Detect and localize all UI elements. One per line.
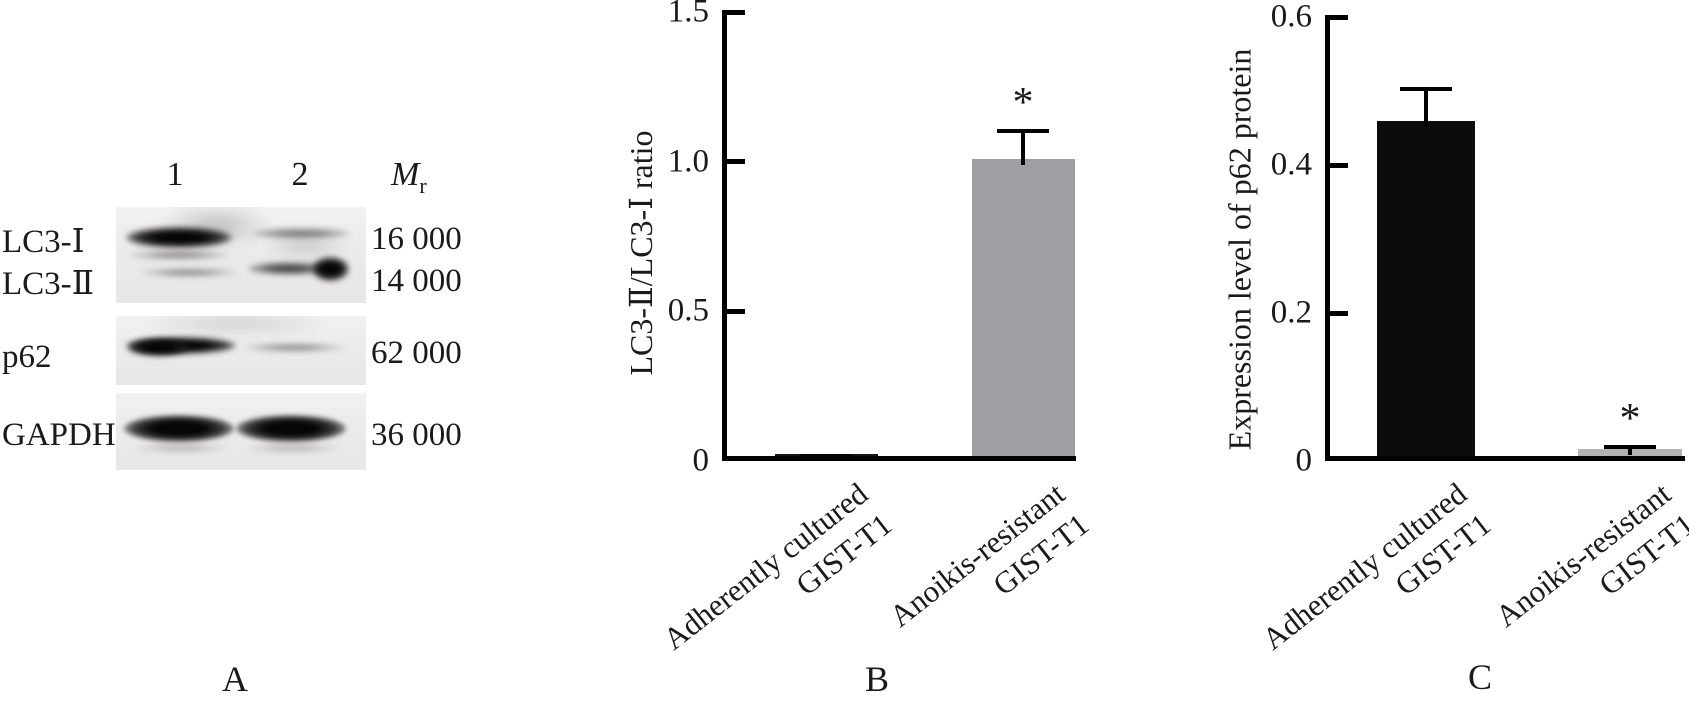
bar-anoikis-resistant bbox=[972, 158, 1075, 458]
mr-value-14000: 14 000 bbox=[371, 263, 462, 299]
y-tick bbox=[1325, 162, 1348, 168]
y-tick-label: 1.0 bbox=[667, 143, 709, 180]
x-axis bbox=[1325, 456, 1685, 461]
protein-label-p62: p62 bbox=[2, 339, 52, 375]
lane-2-header: 2 bbox=[291, 156, 309, 193]
blot-band-p62-lane2 bbox=[244, 343, 344, 352]
error-bar-stem bbox=[1021, 128, 1025, 165]
y-tick-label: 0.5 bbox=[667, 292, 709, 329]
x-axis bbox=[722, 456, 1076, 461]
y-tick bbox=[1325, 14, 1348, 20]
y-axis bbox=[722, 12, 727, 461]
blot-band-tail bbox=[130, 250, 228, 260]
mr-value-62000: 62 000 bbox=[371, 335, 462, 371]
y-tick bbox=[722, 308, 745, 314]
y-tick-label: 0.4 bbox=[1270, 146, 1312, 183]
panel-b-y-axis-label: LC3-Ⅱ/LC3-Ⅰ ratio bbox=[623, 130, 659, 376]
y-tick-label: 0.6 bbox=[1270, 0, 1312, 35]
blot-band-tail bbox=[248, 443, 338, 453]
lane-1-header: 1 bbox=[166, 156, 184, 193]
error-bar-anoikis-resistant bbox=[1604, 444, 1656, 456]
blot-band-p62-lane1-core bbox=[128, 339, 188, 356]
molecular-weight-header: Mr bbox=[391, 156, 427, 199]
panel-b-label: B bbox=[864, 659, 889, 699]
blot-band-lc3i-lane1 bbox=[126, 227, 232, 248]
significance-marker: * bbox=[1012, 79, 1034, 126]
y-tick-label: 0 bbox=[692, 442, 710, 479]
protein-label-gapdh: GAPDH bbox=[2, 417, 116, 453]
significance-marker: * bbox=[1619, 395, 1641, 442]
blot-smudge bbox=[146, 316, 326, 330]
blot-band-lc3i-lane2 bbox=[252, 228, 350, 239]
error-bar-anoikis-resistant bbox=[997, 128, 1049, 165]
blot-band-tail bbox=[136, 443, 226, 453]
mr-value-36000: 36 000 bbox=[371, 417, 462, 453]
y-tick-label: 1.5 bbox=[667, 0, 709, 30]
panel-b-plot: * Adherently cultured GIST-T1 Anoikis-re… bbox=[657, 0, 1095, 657]
y-tick bbox=[1325, 310, 1348, 316]
panel-c-label: C bbox=[1467, 657, 1492, 697]
error-bar-stem bbox=[1424, 87, 1428, 128]
panel-c-plot: * Adherently cultured GIST-T1 Anoikis-re… bbox=[1256, 0, 1689, 657]
y-axis bbox=[1325, 17, 1330, 461]
blot-image-gapdh bbox=[116, 393, 366, 470]
protein-label-lc3-ii: LC3-Ⅱ bbox=[2, 266, 95, 302]
y-tick-label: 0.2 bbox=[1270, 294, 1312, 331]
mr-subscript: r bbox=[419, 172, 427, 198]
protein-label-lc3-i: LC3-Ⅰ bbox=[2, 224, 85, 260]
blot-band-lc3ii-lane2 bbox=[248, 262, 330, 275]
mr-value-16000: 16 000 bbox=[371, 221, 462, 257]
bar-adherently-cultured bbox=[1377, 121, 1475, 458]
blot-band-lc3ii-lane2-blob bbox=[312, 257, 349, 281]
error-bar-stem bbox=[1628, 444, 1632, 456]
blot-band-gapdh-lane2 bbox=[236, 415, 346, 442]
blot-image-p62 bbox=[116, 316, 366, 385]
panel-a-label: A bbox=[222, 659, 248, 699]
blot-image-lc3 bbox=[116, 207, 366, 303]
blot-band-gapdh-lane1 bbox=[124, 415, 234, 442]
blot-band-lc3ii-lane1 bbox=[142, 268, 236, 277]
panel-c-y-axis-label: Expression level of p62 protein bbox=[1221, 48, 1258, 451]
blot-smudge bbox=[266, 237, 346, 255]
y-tick bbox=[722, 159, 745, 165]
error-bar-adherently-cultured bbox=[1400, 87, 1452, 128]
mr-symbol: M bbox=[391, 156, 420, 193]
y-tick bbox=[722, 9, 745, 15]
y-tick-label: 0 bbox=[1295, 442, 1313, 479]
